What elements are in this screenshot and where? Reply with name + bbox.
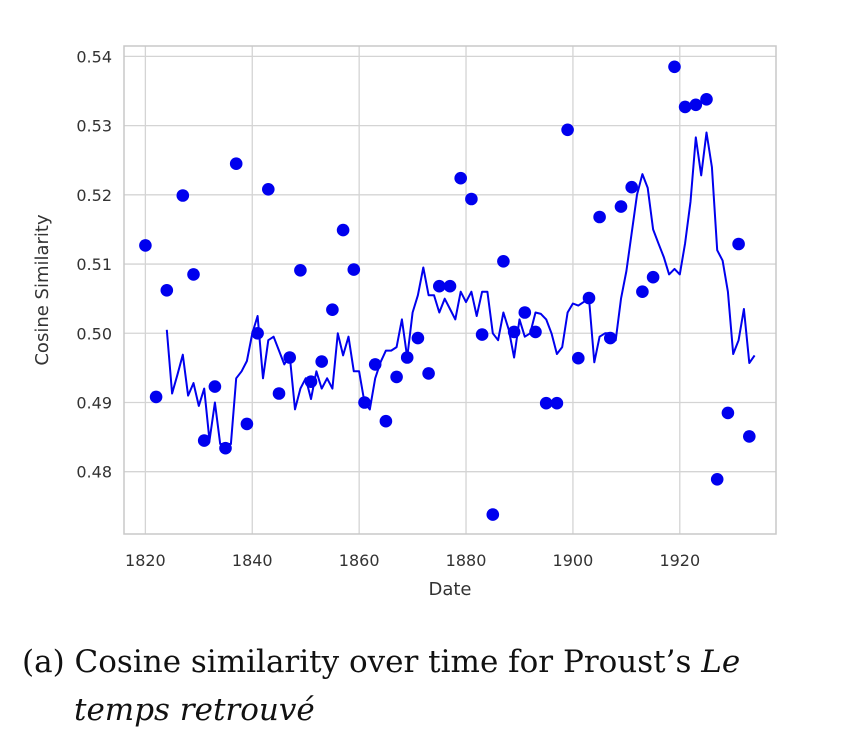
data-point [529, 325, 542, 339]
data-point [572, 351, 585, 365]
data-point [411, 331, 425, 345]
data-point [582, 291, 596, 305]
data-point [139, 239, 152, 252]
data-point [229, 157, 243, 170]
data-point [240, 417, 254, 431]
y-tick-label: 0.48 [76, 463, 112, 482]
data-point [518, 306, 532, 319]
data-point [219, 441, 232, 455]
data-point [689, 98, 703, 112]
data-point [272, 387, 286, 400]
data-point [422, 367, 435, 380]
data-point [507, 325, 521, 339]
data-point [304, 375, 318, 389]
caption-title-part-2: temps retrouvé [74, 692, 315, 728]
data-point [625, 180, 638, 194]
x-tick-label: 1880 [446, 551, 487, 570]
caption-title-part-1: Le [701, 644, 741, 680]
x-tick-labels: 1820 1840 1860 1880 1900 1920 [125, 551, 700, 570]
x-axis-label: Date [428, 579, 471, 600]
y-tick-label: 0.50 [76, 324, 112, 343]
data-point [561, 123, 574, 137]
data-point [443, 279, 457, 293]
y-tick-label: 0.49 [76, 393, 112, 412]
caption-line-1: (a) Cosine similarity over time for Prou… [22, 638, 832, 686]
data-point [732, 237, 745, 251]
data-point [539, 396, 553, 410]
data-point [315, 355, 329, 368]
data-point [700, 93, 713, 106]
data-point [390, 370, 403, 384]
x-tick-label: 1900 [553, 551, 594, 570]
data-point [294, 264, 307, 277]
chart: 1820 1840 1860 1880 1900 1920 0.48 0.49 0.50 0.5… [32, 45, 777, 600]
data-point [454, 171, 468, 185]
data-point [379, 414, 393, 428]
x-tick-label: 1820 [125, 551, 166, 570]
data-point [497, 254, 510, 268]
data-point [668, 60, 681, 74]
data-point [433, 279, 446, 293]
scatter-points [139, 60, 756, 521]
data-point [326, 303, 339, 317]
x-tick-label: 1860 [339, 551, 380, 570]
data-point [646, 270, 660, 284]
data-point [614, 200, 628, 213]
data-point [475, 328, 489, 341]
x-tick-label: 1840 [232, 551, 273, 570]
data-point [358, 396, 371, 409]
data-point [336, 223, 350, 237]
y-tick-label: 0.52 [76, 186, 112, 205]
data-point [347, 263, 361, 276]
y-tick-label: 0.54 [76, 47, 112, 66]
figure-caption: (a) Cosine similarity over time for Prou… [22, 638, 832, 734]
y-tick-labels: 0.48 0.49 0.50 0.51 0.52 0.53 0.54 [76, 47, 112, 481]
caption-line-2: temps retrouvé [22, 686, 832, 734]
y-axis-label: Cosine Similarity [32, 214, 53, 366]
data-point [283, 351, 297, 364]
data-point [400, 351, 414, 364]
data-point [262, 183, 275, 196]
data-point [176, 189, 190, 202]
x-tick-label: 1920 [659, 551, 700, 570]
data-point [710, 473, 724, 486]
data-point [678, 100, 692, 114]
data-point [160, 284, 174, 297]
y-tick-label: 0.51 [76, 255, 112, 274]
data-point [465, 192, 478, 206]
data-point [149, 390, 163, 404]
data-point [208, 380, 222, 393]
data-point [550, 396, 564, 410]
data-point [743, 430, 756, 443]
y-tick-label: 0.53 [76, 117, 112, 136]
plot-frame [123, 45, 777, 535]
data-point [604, 331, 617, 345]
data-point [636, 285, 649, 299]
data-point [721, 406, 735, 420]
grid [124, 46, 776, 534]
data-point [593, 210, 606, 224]
data-point [486, 508, 500, 521]
data-point [251, 327, 264, 340]
data-point [197, 434, 211, 447]
data-point [187, 268, 200, 281]
series-line [165, 131, 756, 445]
caption-prefix: (a) Cosine similarity over time for Prou… [22, 644, 702, 680]
data-point [368, 358, 382, 371]
